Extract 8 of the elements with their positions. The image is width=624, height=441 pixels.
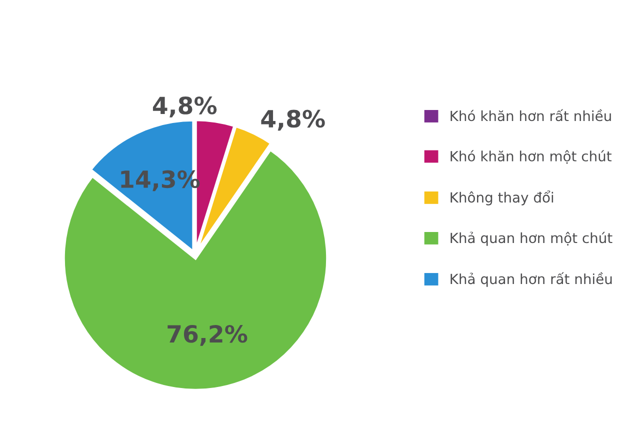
legend-label: Khó khăn hơn một chút	[450, 150, 612, 164]
legend-label: Khả quan hơn rất nhiều	[450, 272, 612, 287]
data-label: 4,8%	[261, 110, 325, 131]
data-label: 4,8%	[152, 96, 217, 118]
legend-label: Khó khăn hơn rất nhiều	[450, 109, 611, 122]
legend-label: Không thay đổi	[450, 190, 554, 206]
legend-label: Khả quan hơn một chút	[450, 232, 612, 246]
data-label: 76,2%	[168, 324, 248, 346]
